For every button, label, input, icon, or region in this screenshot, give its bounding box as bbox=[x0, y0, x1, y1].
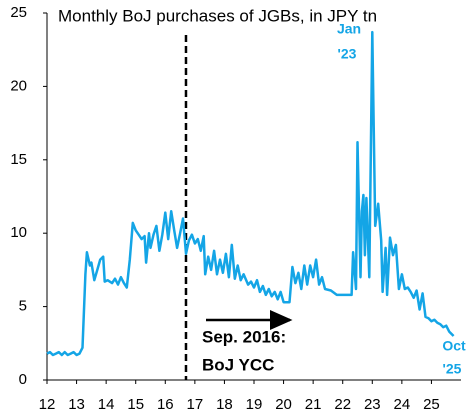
data-line bbox=[46, 30, 455, 357]
x-tick-label: 12 bbox=[39, 396, 56, 413]
x-tick-label: 25 bbox=[423, 396, 440, 413]
y-tick-label: 0 bbox=[19, 371, 27, 388]
annotation: Jan bbox=[337, 21, 361, 37]
x-tick-label: 20 bbox=[275, 396, 292, 413]
annotation: Oct bbox=[442, 338, 466, 354]
y-tick-label: 10 bbox=[10, 224, 27, 241]
x-tick-label: 21 bbox=[305, 396, 322, 413]
x-tick-label: 13 bbox=[68, 396, 85, 413]
x-tick-label: 17 bbox=[187, 396, 204, 413]
x-tick-label: 15 bbox=[127, 396, 144, 413]
annotation: BoJ YCC bbox=[202, 355, 274, 374]
y-tick-label: 5 bbox=[19, 298, 27, 315]
x-tick-label: 19 bbox=[246, 396, 263, 413]
annotation: Sep. 2016: bbox=[202, 327, 286, 346]
annotation: '23 bbox=[338, 46, 357, 62]
y-tick-label: 20 bbox=[10, 77, 27, 94]
x-tick-label: 23 bbox=[364, 396, 381, 413]
x-tick-label: 24 bbox=[394, 396, 411, 413]
x-tick-label: 14 bbox=[98, 396, 115, 413]
x-tick-label: 16 bbox=[157, 396, 174, 413]
y-tick-label: 15 bbox=[10, 151, 27, 168]
y-tick-label: 25 bbox=[10, 4, 27, 21]
x-tick-label: 22 bbox=[334, 396, 351, 413]
annotation: '25 bbox=[443, 361, 462, 377]
x-tick-label: 18 bbox=[216, 396, 233, 413]
chart-title: Monthly BoJ purchases of JGBs, in JPY tn bbox=[58, 6, 377, 25]
